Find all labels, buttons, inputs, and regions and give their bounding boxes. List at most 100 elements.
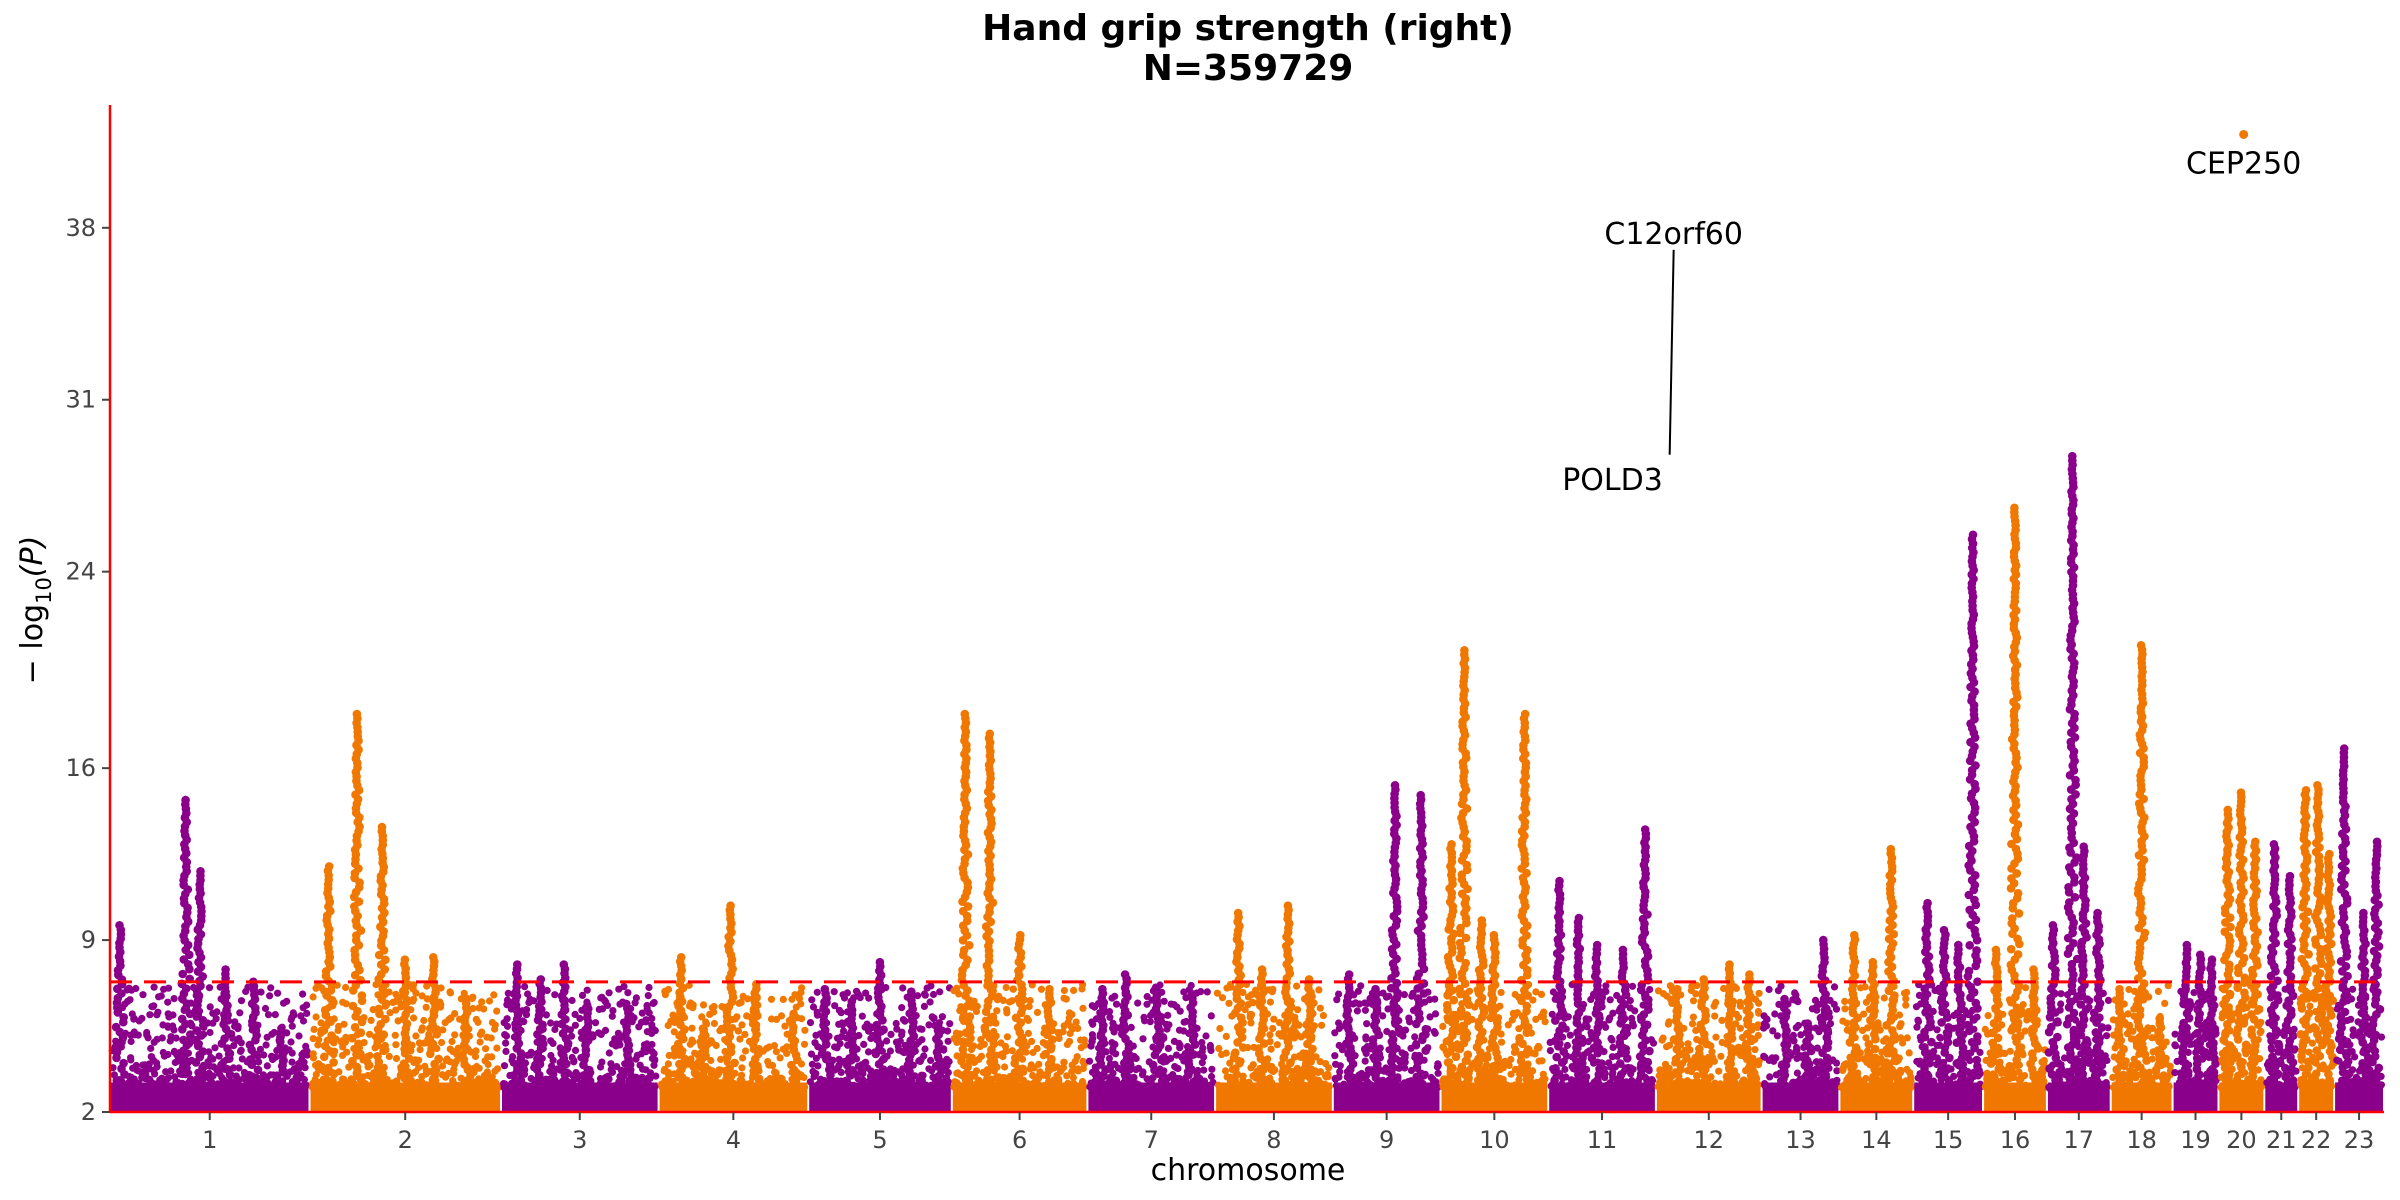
snp-point <box>1331 1029 1339 1037</box>
snp-point <box>312 1013 320 1021</box>
snp-point <box>145 1060 153 1068</box>
peak-point <box>1367 1083 1376 1092</box>
snp-point <box>150 983 158 991</box>
snp-point <box>953 1069 961 1077</box>
snp-point <box>392 1041 400 1049</box>
snp-point <box>739 1054 747 1062</box>
snp-point <box>446 1058 454 1066</box>
snp-point <box>418 992 426 1000</box>
snp-point <box>548 1062 556 1070</box>
snp-point <box>1315 986 1323 994</box>
snp-point <box>418 1024 426 1032</box>
peak-point <box>249 1076 259 1086</box>
peak-point <box>347 1075 357 1085</box>
snp-point <box>1074 1067 1082 1075</box>
snp-point <box>476 1083 484 1091</box>
snp-point <box>1273 1041 1281 1049</box>
snp-point <box>1089 1020 1097 1028</box>
peak-point <box>327 1031 336 1040</box>
snp-point <box>938 1013 947 1021</box>
snp-point <box>368 1083 376 1091</box>
snp-point <box>153 1063 161 1071</box>
peak-point <box>1452 1083 1461 1092</box>
snp-point <box>977 1036 985 1044</box>
peak-point <box>1421 1024 1431 1034</box>
snp-point <box>478 998 486 1006</box>
snp-point <box>1088 1038 1096 1046</box>
snp-point <box>971 1072 979 1080</box>
snp-point <box>642 1079 650 1087</box>
peak-point <box>178 969 187 979</box>
snp-point <box>393 1079 401 1087</box>
snp-point <box>483 1083 491 1091</box>
snp-point <box>310 1025 318 1033</box>
snp-point <box>1439 1022 1447 1030</box>
snp-point <box>139 1061 147 1069</box>
snp-point <box>235 1082 243 1090</box>
snp-point <box>299 1004 307 1012</box>
peak-point <box>253 1065 263 1075</box>
peak-point <box>1233 908 1243 918</box>
snp-point <box>454 1044 462 1052</box>
peak-point <box>320 1041 330 1051</box>
snp-point <box>1434 1069 1442 1077</box>
snp-point <box>149 1083 157 1091</box>
snp-point <box>977 1052 986 1060</box>
snp-point <box>1134 1064 1143 1072</box>
snp-point <box>482 1045 490 1053</box>
snp-point <box>1335 1073 1343 1081</box>
snp-point <box>1029 1071 1037 1080</box>
snp-point <box>885 1080 893 1088</box>
snp-point <box>974 1083 982 1091</box>
snp-point <box>267 984 275 992</box>
snp-point <box>1609 1043 1617 1051</box>
snp-point <box>735 1083 743 1091</box>
snp-point <box>1059 1028 1067 1036</box>
snp-point <box>1026 997 1034 1005</box>
snp-point <box>642 1016 650 1024</box>
snp-point <box>1108 1039 1116 1047</box>
snp-point <box>415 1039 423 1047</box>
snp-point <box>1340 1080 1348 1088</box>
snp-point <box>1316 1004 1324 1012</box>
snp-point <box>418 1073 426 1081</box>
snp-point <box>858 1012 866 1020</box>
snp-point <box>263 1062 271 1070</box>
snp-point <box>158 1034 166 1042</box>
peak-point <box>406 1076 416 1085</box>
snp-point <box>1269 1024 1277 1033</box>
snp-point <box>289 1009 297 1017</box>
snp-point <box>452 1057 460 1065</box>
peak-point <box>219 1076 228 1085</box>
snp-point <box>549 1056 557 1064</box>
chromosome-points-6 <box>950 709 1089 1112</box>
snp-point <box>438 1038 446 1047</box>
snp-point <box>1533 1078 1541 1086</box>
snp-point <box>767 1015 776 1023</box>
peak-point <box>272 1071 282 1080</box>
peak-point <box>111 1043 120 1052</box>
snp-point <box>686 1040 695 1048</box>
snp-point <box>921 1045 929 1053</box>
peak-point <box>324 862 334 871</box>
snp-point <box>632 994 641 1002</box>
snp-point <box>997 1039 1005 1047</box>
snp-point <box>688 1024 696 1032</box>
snp-point <box>670 1028 678 1036</box>
snp-point <box>263 1033 271 1041</box>
snp-point <box>542 1011 551 1019</box>
snp-point <box>1077 1044 1085 1052</box>
snp-point <box>141 1075 149 1083</box>
snp-point <box>1335 1019 1343 1027</box>
snp-point <box>738 1064 746 1072</box>
snp-point <box>898 1071 906 1079</box>
snp-point <box>133 1066 141 1074</box>
snp-point <box>644 992 652 1000</box>
snp-point <box>524 1051 532 1059</box>
snp-point <box>314 1064 322 1072</box>
snp-point <box>1225 999 1233 1007</box>
snp-point <box>771 1068 779 1076</box>
peak-point <box>1515 1033 1524 1043</box>
snp-point <box>1207 1012 1215 1020</box>
snp-point <box>811 1039 819 1047</box>
